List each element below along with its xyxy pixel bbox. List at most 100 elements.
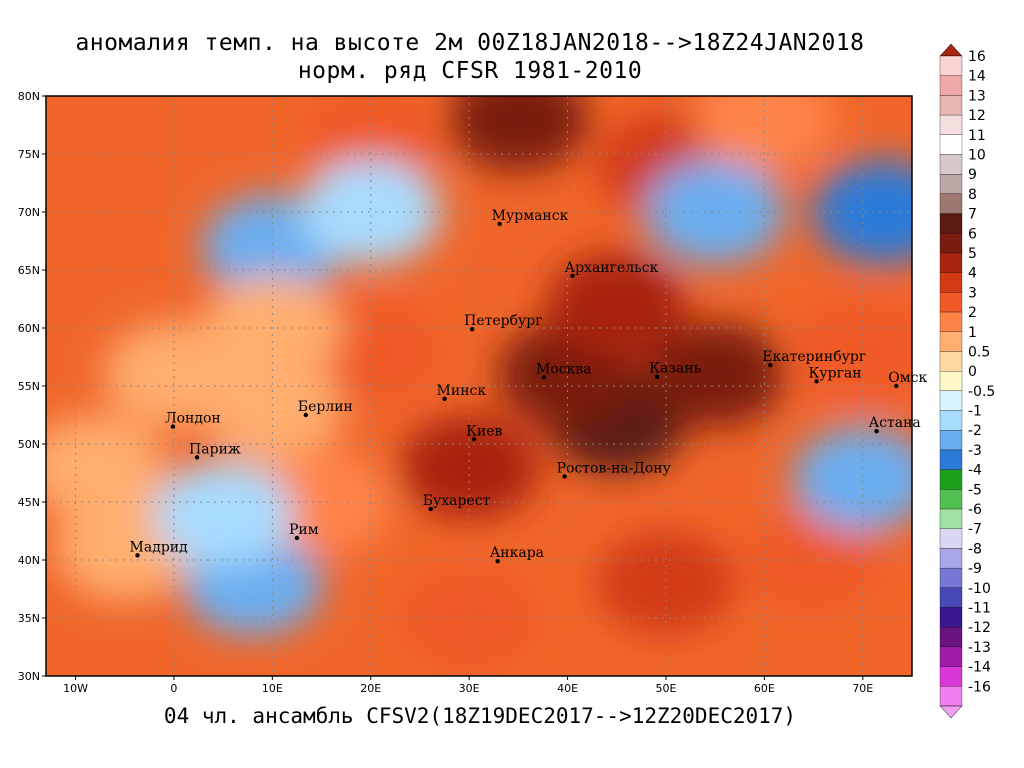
anomaly-field [46, 96, 912, 670]
colorbar-swatch [939, 134, 963, 155]
anomaly-region [448, 96, 589, 172]
city-marker [768, 362, 773, 368]
city-label: Москва [536, 361, 592, 377]
colorbar-swatch [939, 233, 963, 254]
colorbar-swatch [939, 213, 963, 234]
colorbar-swatch [939, 351, 963, 372]
lat-tick-label: 75N [18, 148, 40, 161]
colorbar-label: 6 [968, 226, 977, 242]
colorbar-label: 1 [968, 325, 977, 341]
colorbar-label: -4 [968, 463, 982, 479]
colorbar-swatch [939, 410, 963, 431]
colorbar-swatch [939, 666, 963, 687]
city-label: Ростов-на-Дону [557, 460, 672, 476]
colorbar-swatch [939, 627, 963, 648]
colorbar-label: -16 [968, 679, 991, 695]
lat-tick-label: 35N [18, 612, 40, 625]
lon-tick-label: 10W [63, 682, 88, 695]
anomaly-region [595, 531, 736, 636]
lon-tick-label: 20E [360, 682, 381, 695]
lon-tick-label: 40E [557, 682, 578, 695]
city-label: Мадрид [130, 539, 189, 555]
city-label: Париж [189, 441, 241, 457]
colorbar-swatch [939, 430, 963, 451]
anomaly-region [645, 160, 786, 264]
longitude-axis: 10W 0 10E 20E 30E 40E 50E 60E 70E [63, 676, 873, 695]
colorbar-label: -7 [968, 522, 982, 538]
colorbar-label: -8 [968, 541, 982, 557]
city-label: Петербург [464, 313, 542, 329]
colorbar-label: 5 [968, 246, 977, 262]
colorbar-swatch [939, 587, 963, 608]
colorbar-label: -0.5 [968, 384, 995, 400]
lat-tick-label: 45N [18, 496, 40, 509]
lat-tick-label: 60N [18, 322, 40, 335]
city-marker [194, 455, 200, 460]
lat-tick-label: 50N [18, 438, 40, 451]
colorbar-label: -13 [968, 640, 991, 656]
lat-tick-label: 55N [18, 380, 40, 393]
lon-tick-label: 0 [170, 682, 177, 695]
colorbar-top-arrow [939, 43, 963, 57]
anomaly-region [812, 160, 912, 264]
colorbar-label: 16 [968, 49, 986, 65]
city-marker [874, 429, 879, 434]
ensemble-footer: 04 чл. ансамбль CFSV2(18Z19DEC2017-->12Z… [163, 704, 797, 728]
anomaly-region [546, 252, 687, 357]
colorbar-label: 12 [968, 108, 986, 124]
city-label: Екатеринбург [762, 349, 866, 365]
city-marker [442, 396, 447, 401]
city-marker [135, 553, 140, 558]
city-marker [170, 424, 176, 429]
lat-tick-label: 30N [18, 670, 40, 683]
anomaly-region [645, 322, 786, 427]
colorbar-label: -9 [968, 561, 982, 577]
colorbar-label: 13 [968, 88, 986, 104]
colorbar-swatch [939, 174, 963, 195]
colorbar-swatch [939, 508, 963, 529]
latitude-axis: 80N 75N 70N 65N 60N 55N 50N 45N 40N 35N 30N [18, 90, 46, 683]
anomaly-region [46, 415, 166, 520]
colorbar-label: -6 [968, 502, 982, 518]
colorbar-swatch [939, 469, 963, 490]
colorbar-swatch [939, 371, 963, 391]
colorbar-swatch [939, 55, 963, 76]
colorbar-swatch [939, 489, 963, 510]
colorbar-label: -2 [968, 423, 982, 439]
colorbar-label: 4 [968, 266, 977, 282]
city-marker [495, 558, 500, 564]
city-labels: Мурманск Архангельск Петербург Москва Казань… [130, 208, 927, 564]
city-label: Бухарест [423, 493, 491, 509]
lat-tick-label: 80N [18, 90, 40, 103]
lon-tick-label: 10E [262, 682, 283, 695]
colorbar-swatch [939, 75, 963, 96]
colorbar-swatch [939, 528, 963, 549]
city-label: Казань [649, 361, 701, 377]
city-label: Курган [809, 365, 862, 381]
colorbar-label: 10 [968, 147, 986, 163]
city-marker [469, 326, 475, 332]
colorbar-swatch [939, 646, 963, 667]
colorbar-label: 14 [968, 69, 986, 85]
anomaly-region [792, 426, 912, 531]
city-label: Киев [466, 423, 502, 439]
city-label: Омск [888, 370, 927, 386]
colorbar-swatch [939, 95, 963, 116]
city-label: Анкара [490, 545, 544, 561]
colorbar-swatch [939, 311, 963, 332]
map-grid [46, 96, 912, 676]
colorbar-swatch [939, 272, 963, 293]
colorbar-label: 0 [968, 364, 977, 380]
colorbar-label: 11 [968, 128, 986, 144]
colorbar-swatch [939, 607, 963, 628]
colorbar-bottom-arrow [939, 705, 963, 719]
color-scale-bar: 16 14 13 12 11 10 9 8 7 6 5 4 3 2 1 0.5 0 -0.5 -1 -2 -3 -4 -5 -… [939, 43, 995, 719]
anomaly-region [694, 96, 835, 172]
colorbar-label: -12 [968, 620, 991, 636]
city-label: Лондон [165, 411, 221, 427]
colorbar-label: 2 [968, 305, 977, 321]
colorbar-label: -10 [968, 581, 991, 597]
city-marker [814, 379, 819, 384]
colorbar-label: -11 [968, 601, 991, 617]
anomaly-region [399, 566, 540, 670]
